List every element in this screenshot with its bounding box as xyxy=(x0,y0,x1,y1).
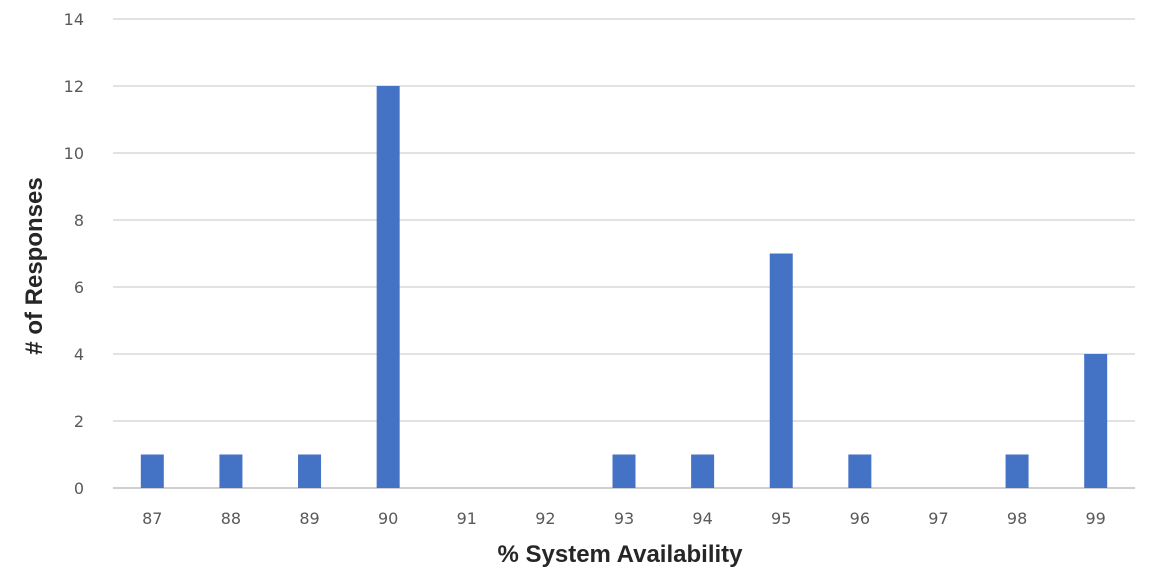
x-tick-label: 97 xyxy=(928,509,948,528)
y-tick-label: 6 xyxy=(74,278,84,297)
x-tick-label: 87 xyxy=(142,509,162,528)
x-tick-label: 93 xyxy=(614,509,634,528)
bar-93 xyxy=(612,454,636,488)
x-tick-label: 89 xyxy=(299,509,319,528)
y-tick-label: 14 xyxy=(64,10,84,29)
bar-94 xyxy=(691,454,715,488)
y-axis-title: # of Responses xyxy=(21,177,48,354)
y-tick-label: 8 xyxy=(74,211,84,230)
bar-88 xyxy=(219,454,243,488)
x-tick-label: 90 xyxy=(378,509,398,528)
bar-87 xyxy=(140,454,164,488)
x-tick-label: 96 xyxy=(850,509,870,528)
x-tick-label: 88 xyxy=(221,509,241,528)
bar-96 xyxy=(848,454,872,488)
y-tick-label: 0 xyxy=(74,479,84,498)
gridlines xyxy=(113,18,1135,489)
bar-89 xyxy=(298,454,322,488)
x-tick-label: 99 xyxy=(1086,509,1106,528)
x-tick-label: 92 xyxy=(535,509,555,528)
bar-99 xyxy=(1084,354,1108,488)
x-tick-labels: 87 88 89 90 91 92 93 94 95 96 97 98 99 xyxy=(142,509,1106,528)
y-tick-labels: 0 2 4 6 8 10 12 14 xyxy=(64,10,84,498)
bars xyxy=(140,86,1108,488)
y-tick-label: 12 xyxy=(64,77,84,96)
x-tick-label: 98 xyxy=(1007,509,1027,528)
y-tick-label: 10 xyxy=(64,144,84,163)
x-tick-label: 95 xyxy=(771,509,791,528)
x-tick-label: 94 xyxy=(692,509,712,528)
y-tick-label: 4 xyxy=(74,345,84,364)
x-axis-title: % System Availability xyxy=(498,541,744,568)
bar-98 xyxy=(1005,454,1029,488)
bar-90 xyxy=(376,86,400,488)
x-tick-label: 91 xyxy=(457,509,477,528)
bar-95 xyxy=(769,253,793,488)
y-tick-label: 2 xyxy=(74,412,84,431)
